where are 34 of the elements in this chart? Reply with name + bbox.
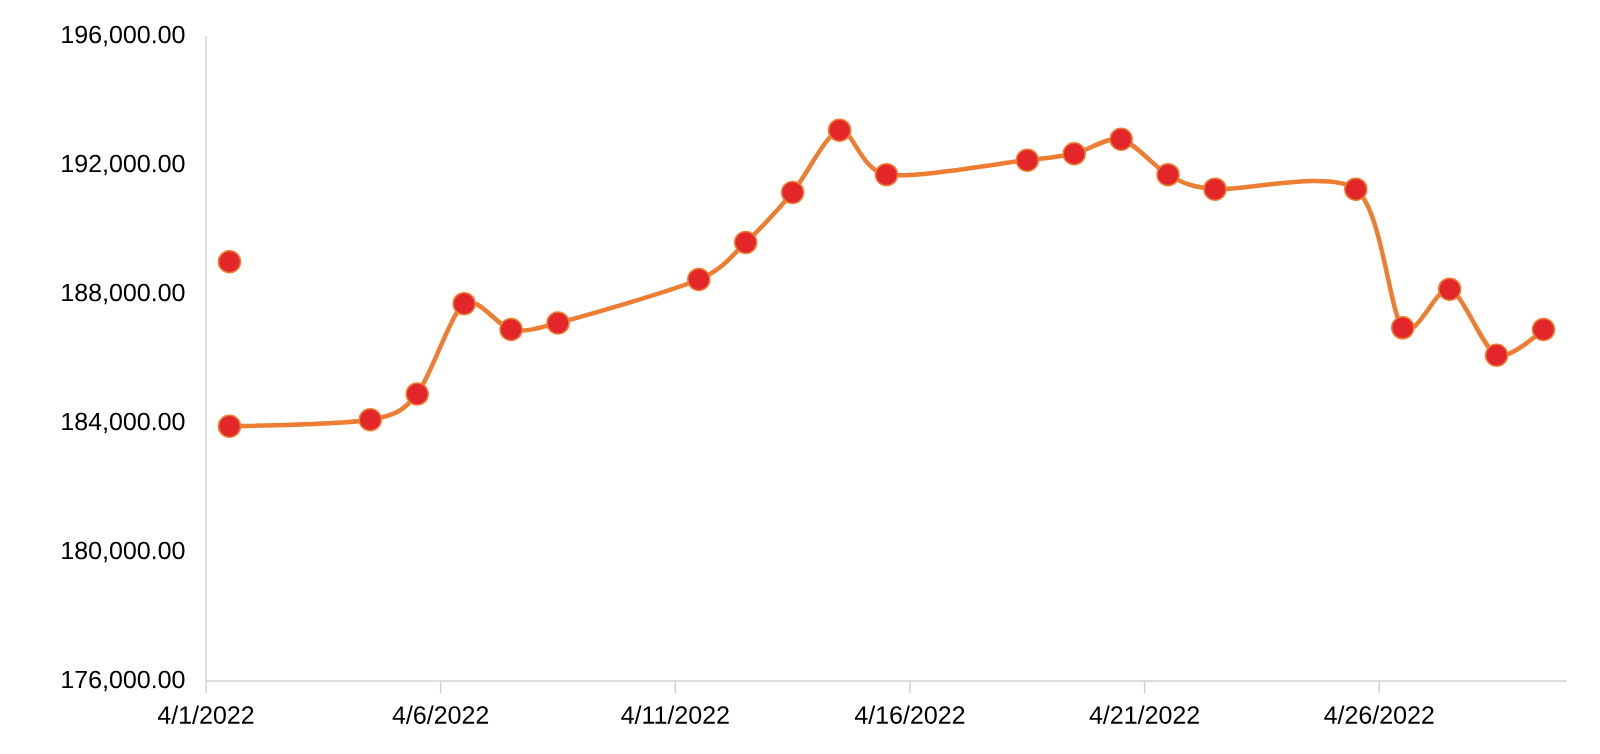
y-tick-label: 192,000.00 bbox=[62, 154, 185, 176]
x-tick-label: 4/21/2022 bbox=[1089, 705, 1199, 724]
y-tick-label: 180,000.00 bbox=[62, 541, 185, 563]
point bbox=[217, 249, 242, 274]
point bbox=[1062, 141, 1086, 166]
point bbox=[1390, 316, 1415, 340]
point bbox=[1484, 343, 1509, 368]
point bbox=[687, 267, 711, 292]
y-tick-label: 176,000.00 bbox=[62, 670, 185, 692]
x-tick-label: 4/6/2022 bbox=[392, 705, 489, 724]
point bbox=[452, 291, 476, 316]
y-tick-label: 184,000.00 bbox=[62, 412, 185, 434]
point bbox=[1156, 162, 1180, 187]
x-tick-label: 4/26/2022 bbox=[1324, 705, 1434, 724]
x-tick-label: 4/1/2022 bbox=[157, 705, 254, 724]
point bbox=[1531, 317, 1556, 342]
point bbox=[874, 162, 899, 187]
y-tick-label: 188,000.00 bbox=[62, 283, 185, 305]
x-tick-label: 4/16/2022 bbox=[854, 705, 965, 724]
point bbox=[1344, 177, 1368, 201]
point bbox=[827, 118, 852, 142]
point bbox=[546, 311, 570, 335]
point bbox=[733, 230, 758, 255]
point bbox=[499, 317, 523, 342]
y-tick-label: 196,000.00 bbox=[62, 25, 185, 47]
point bbox=[358, 408, 383, 432]
point bbox=[405, 382, 429, 406]
point bbox=[1437, 277, 1462, 301]
x-tick-label: 4/11/2022 bbox=[621, 705, 729, 724]
point bbox=[780, 180, 805, 205]
point bbox=[217, 414, 242, 438]
point bbox=[1109, 127, 1133, 151]
point bbox=[1015, 148, 1040, 172]
point bbox=[1203, 177, 1227, 201]
